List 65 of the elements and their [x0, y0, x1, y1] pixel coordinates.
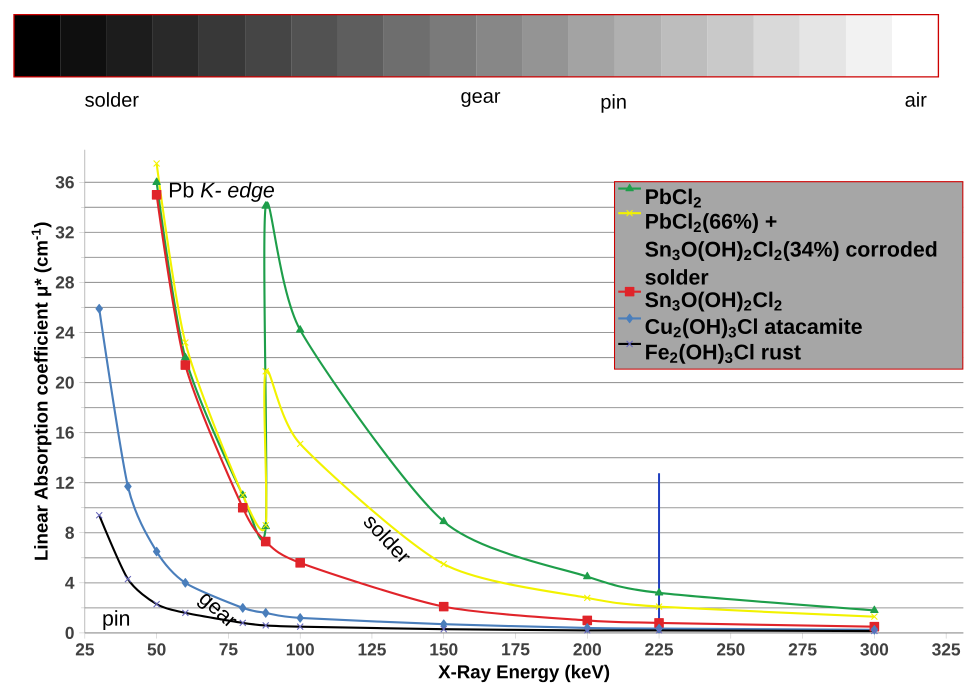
x-tick-label: 150 [430, 643, 458, 656]
point [238, 503, 248, 513]
point [95, 304, 103, 314]
point [124, 482, 132, 492]
point [295, 558, 305, 568]
y-tick-label: 20 [56, 376, 74, 389]
x-tick-label: 100 [286, 643, 314, 656]
x-tick-label: 325 [932, 643, 960, 656]
text: pin [602, 94, 626, 113]
point [181, 352, 190, 360]
text: gear [461, 92, 500, 108]
y-tick-label: 4 [65, 577, 74, 589]
x-axis-title: X-Ray Energy (keV) [438, 664, 610, 682]
y-tick-label: 32 [56, 226, 74, 239]
y-tick-label: 8 [65, 526, 74, 539]
x-tick-label: 275 [788, 643, 817, 656]
point [654, 588, 664, 596]
text: air [906, 92, 927, 107]
point [655, 603, 663, 610]
point [153, 160, 160, 168]
text: solder [85, 92, 139, 107]
x-tick-label: 75 [220, 643, 238, 656]
y-axis-title: Linear Absorption coefficient μ* (cm$^{-1}$) [32, 222, 52, 560]
point [870, 606, 879, 614]
y-tick-label: 36 [56, 176, 74, 189]
y-tick-label: 28 [56, 276, 74, 289]
point [180, 360, 190, 370]
point [152, 190, 162, 200]
point [262, 368, 270, 375]
point [438, 602, 449, 612]
point [239, 603, 246, 613]
text: PbCl$_{2}$(66%) + Sn$_{3}$O(OH)$_{2}$Cl$_{2}$(34%) corroded solder [645, 213, 936, 285]
x-tick-label: 300 [860, 643, 888, 656]
point [260, 536, 271, 546]
annotation: Pb K- edge [170, 182, 274, 202]
annotation: pin [103, 610, 130, 630]
x-tick-label: 225 [645, 643, 673, 656]
point [440, 619, 448, 630]
x-tick-label: 125 [358, 643, 386, 656]
x-tick-label: 250 [716, 643, 745, 656]
point [582, 616, 592, 626]
legend-label: Sn$_{3}$O(OH)$_{2}$Cl$_{2}$ [645, 292, 782, 312]
point [440, 516, 448, 524]
y-tick-label: 12 [56, 476, 74, 489]
x-tick-label: 175 [502, 643, 530, 656]
x-tick-label: 25 [76, 643, 94, 656]
point [182, 578, 190, 588]
legend-label: Fe$_{2}$(OH)$_{3}$Cl rust [646, 344, 801, 364]
y-tick-label: 0 [66, 626, 74, 640]
point [584, 594, 591, 602]
point [262, 608, 270, 618]
point [296, 325, 304, 333]
point [440, 560, 448, 568]
point [152, 178, 161, 186]
legend-label: Cu$_{2}$(OH)$_{3}$Cl atacamite [646, 318, 862, 338]
point [296, 613, 304, 623]
point [583, 572, 592, 580]
x-tick-label: 50 [148, 643, 166, 656]
x-tick-label: 200 [573, 643, 601, 656]
point [870, 613, 878, 620]
y-tick-label: 24 [56, 326, 74, 339]
point [152, 546, 160, 556]
point [182, 339, 189, 346]
legend-label: PbCl$_{2}$ [646, 188, 701, 208]
y-tick-label: 16 [56, 426, 74, 439]
